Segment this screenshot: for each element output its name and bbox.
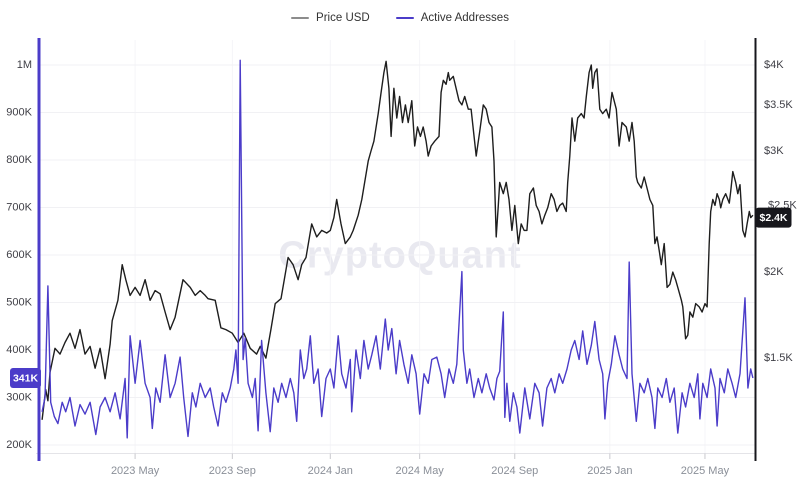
svg-text:$3K: $3K bbox=[764, 145, 784, 157]
price-usd-line[interactable] bbox=[41, 60, 754, 420]
legend-item-price-usd[interactable]: Price USD bbox=[291, 12, 370, 24]
svg-text:$2K: $2K bbox=[764, 266, 784, 278]
svg-text:2025 May: 2025 May bbox=[681, 465, 730, 477]
price-line-swatch-icon bbox=[291, 17, 310, 19]
chart-legend: Price USD Active Addresses bbox=[0, 8, 800, 28]
svg-text:1M: 1M bbox=[17, 59, 32, 71]
svg-text:$2.4K: $2.4K bbox=[759, 212, 787, 224]
svg-text:300K: 300K bbox=[6, 392, 32, 404]
y-axis-left-labels: 1M 900K 800K 700K 600K 500K 400K 300K 200K bbox=[6, 59, 32, 451]
svg-text:2023 May: 2023 May bbox=[111, 465, 160, 477]
svg-text:$1.5K: $1.5K bbox=[764, 352, 793, 364]
svg-text:2025 Jan: 2025 Jan bbox=[587, 465, 632, 477]
svg-text:2024 Sep: 2024 Sep bbox=[491, 465, 538, 477]
svg-text:341K: 341K bbox=[13, 373, 39, 385]
svg-text:900K: 900K bbox=[6, 107, 32, 119]
svg-text:600K: 600K bbox=[6, 249, 32, 261]
svg-text:2024 Jan: 2024 Jan bbox=[308, 465, 353, 477]
svg-text:800K: 800K bbox=[6, 154, 32, 166]
svg-text:400K: 400K bbox=[6, 344, 32, 356]
svg-text:2024 May: 2024 May bbox=[396, 465, 445, 477]
svg-text:700K: 700K bbox=[6, 202, 32, 214]
svg-text:2023 Sep: 2023 Sep bbox=[209, 465, 256, 477]
legend-item-active-addresses[interactable]: Active Addresses bbox=[395, 12, 509, 24]
active-addresses-line-swatch-icon bbox=[395, 17, 414, 19]
x-axis: 2023 May 2023 Sep 2024 Jan 2024 May 2024 Sep… bbox=[36, 453, 756, 477]
svg-text:$4K: $4K bbox=[764, 59, 784, 71]
legend-label-price-usd: Price USD bbox=[316, 12, 370, 24]
active-addresses-line[interactable] bbox=[41, 59, 754, 439]
svg-text:500K: 500K bbox=[6, 297, 32, 309]
svg-text:$3.5K: $3.5K bbox=[764, 99, 793, 111]
legend-label-active-addresses: Active Addresses bbox=[420, 12, 509, 24]
svg-text:200K: 200K bbox=[6, 439, 32, 451]
price-usd-current-badge: $2.4K bbox=[755, 207, 792, 228]
active-addresses-current-badge: 341K bbox=[10, 368, 41, 389]
